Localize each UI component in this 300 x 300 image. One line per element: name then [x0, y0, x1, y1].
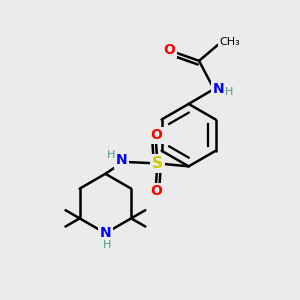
Text: O: O [150, 184, 162, 198]
Text: S: S [152, 156, 163, 171]
Text: H: H [103, 239, 111, 250]
Text: N: N [100, 226, 111, 240]
Text: CH₃: CH₃ [220, 37, 241, 47]
Text: N: N [116, 153, 128, 167]
Text: O: O [150, 128, 162, 142]
Text: O: O [164, 43, 175, 56]
Text: H: H [106, 150, 115, 161]
Text: N: N [212, 82, 224, 96]
Text: H: H [225, 87, 233, 97]
